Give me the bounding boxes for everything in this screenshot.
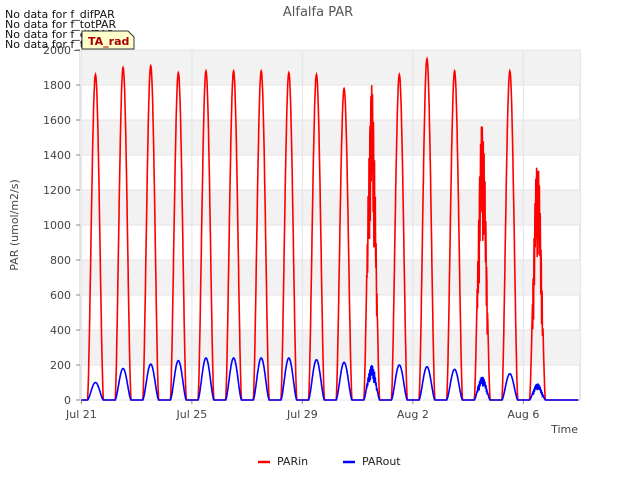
legend-item-parin[interactable]: PARin [258, 455, 308, 468]
grid-band [80, 190, 580, 225]
y-tick-label: 1400 [43, 149, 71, 162]
y-tick-label: 1200 [43, 184, 71, 197]
y-tick-label: 1800 [43, 79, 71, 92]
x-tick-label: Aug 2 [397, 408, 429, 421]
no-data-message: No data for f_difPAR [5, 8, 115, 21]
legend-item-parout[interactable]: PARout [343, 455, 401, 468]
y-tick-label: 800 [50, 254, 71, 267]
chart-title: Alfalfa PAR [283, 5, 353, 20]
x-axis-label: Time [550, 423, 578, 436]
y-tick-label: 600 [50, 289, 71, 302]
ta-rad-tag[interactable]: TA_rad [81, 30, 135, 50]
y-tick-label: 0 [64, 394, 71, 407]
ta-rad-tag-box [81, 30, 135, 50]
series-line-parout [81, 357, 579, 401]
x-tick-label: Aug 6 [507, 408, 539, 421]
series-group [81, 56, 579, 401]
no-data-message: No data for f_totPAR [5, 18, 117, 31]
legend-label: PARout [362, 455, 401, 468]
grid-band [80, 330, 580, 365]
ta-rad-tag-label: TA_rad [88, 35, 129, 48]
y-axis-ticks: 0 200 400 600 800 1000 1200 1400 1600 1800 2000 [43, 44, 80, 407]
y-tick-label: 200 [50, 359, 71, 372]
x-axis-ticks: Jul 21 Jul 25 Jul 29 Aug 2 Aug 6 [65, 400, 539, 421]
y-axis-label: PAR (umol/m2/s) [8, 179, 21, 271]
legend-label: PARin [277, 455, 308, 468]
grid-bands [80, 50, 580, 365]
x-tick-label: Jul 29 [286, 408, 318, 421]
y-tick-label: 400 [50, 324, 71, 337]
x-tick-label: Jul 21 [65, 408, 97, 421]
y-tick-label: 1600 [43, 114, 71, 127]
grid-band [80, 120, 580, 155]
legend: PARin PARout [258, 455, 401, 468]
x-tick-label: Jul 25 [175, 408, 207, 421]
grid-band [80, 50, 580, 85]
grid-band [80, 260, 580, 295]
y-tick-label: 1000 [43, 219, 71, 232]
y-tick-label: 2000 [43, 44, 71, 57]
